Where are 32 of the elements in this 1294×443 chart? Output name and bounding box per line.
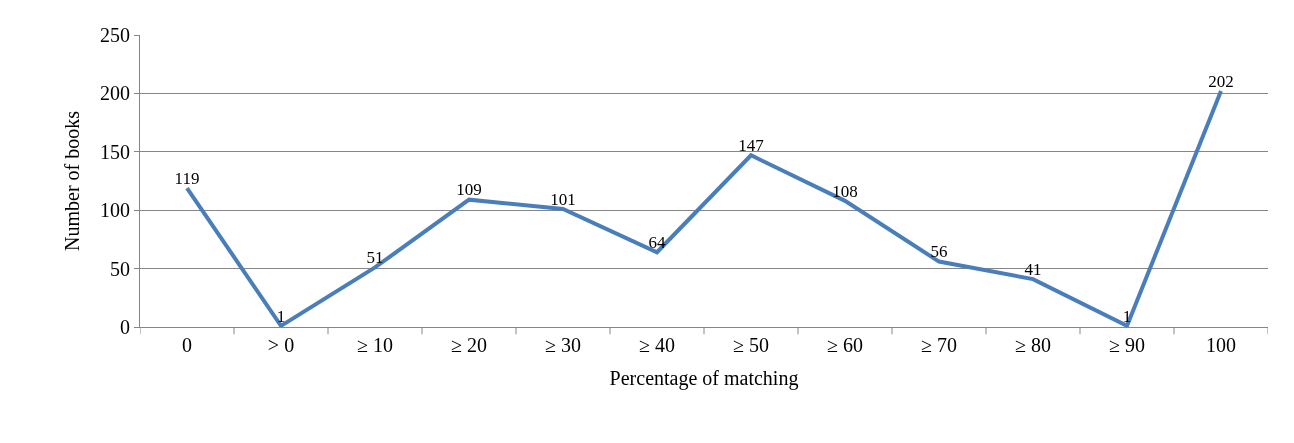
data-label: 56: [930, 242, 948, 262]
data-label: 109: [456, 180, 482, 200]
x-tick-label: > 0: [267, 334, 295, 356]
data-label: 51: [366, 248, 384, 268]
data-label: 108: [832, 181, 858, 201]
x-tick-label: ≥ 90: [1109, 334, 1145, 356]
y-tick-label: 250: [100, 24, 130, 46]
data-label: 1: [1122, 306, 1132, 326]
data-label: 1: [276, 306, 286, 326]
x-axis-title: Percentage of matching: [609, 366, 799, 390]
data-label: 64: [648, 233, 666, 252]
data-label: 202: [1208, 71, 1234, 91]
y-tick-label: 100: [100, 199, 130, 222]
y-tick-label: 200: [100, 82, 130, 105]
x-tick-label: ≥ 70: [921, 334, 957, 356]
x-tick-label: ≥ 50: [733, 334, 769, 356]
x-tick-label: ≥ 10: [357, 334, 393, 356]
x-tick-label: 0: [182, 334, 192, 356]
x-tick-label: ≥ 40: [639, 334, 675, 356]
data-label: 119: [174, 168, 200, 188]
x-tick-label: ≥ 20: [451, 334, 487, 356]
data-label: 41: [1024, 259, 1042, 279]
y-tick-label: 50: [110, 257, 130, 280]
y-tick-label: 0: [120, 316, 130, 338]
y-tick-label: 150: [100, 140, 130, 163]
y-axis-title: Number of books: [60, 110, 83, 251]
x-tick-label: 100: [1206, 334, 1236, 356]
x-tick-label: ≥ 60: [827, 334, 863, 356]
x-tick-label: ≥ 30: [545, 334, 581, 356]
data-label: 147: [738, 136, 765, 156]
x-tick-label: ≥ 80: [1015, 334, 1051, 356]
data-label: 101: [550, 189, 576, 209]
